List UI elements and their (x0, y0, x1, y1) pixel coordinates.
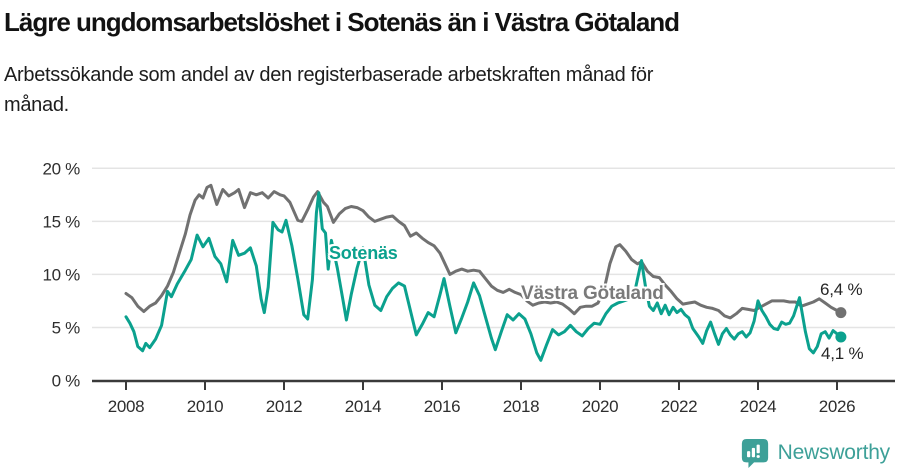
vastra-gotaland-end-dot (835, 307, 847, 319)
y-tick-label: 10 % (42, 265, 80, 284)
brand-name: Newsworthy (777, 441, 891, 464)
x-tick-label: 2008 (108, 397, 145, 416)
x-tick-label: 2026 (819, 397, 856, 416)
y-tick-label: 0 % (52, 372, 81, 391)
sotenas-line (124, 191, 843, 362)
x-tick-label: 2016 (424, 397, 461, 416)
y-tick-label: 5 % (52, 318, 81, 337)
x-tick-label: 2018 (503, 397, 540, 416)
y-tick-label: 15 % (42, 212, 80, 231)
x-tick-label: 2014 (345, 397, 382, 416)
series-label-vastra-gotaland: Västra Götaland (521, 283, 664, 304)
series-label-sotenas: Sotenäs (329, 243, 398, 263)
x-tick-label: 2022 (661, 397, 698, 416)
chart-title: Lägre ungdomsarbetslöshet i Sotenäs än i… (4, 7, 680, 37)
sotenas-end-dot (835, 331, 847, 343)
chart-subtitle: Arbetssökande som andel av den registerb… (4, 64, 654, 116)
end-value-vastra-gotaland: 6,4 % (820, 280, 863, 299)
newsworthy-brand-link[interactable]: Newsworthy (740, 437, 890, 469)
x-tick-label: 2010 (187, 397, 224, 416)
vastra-gotaland-line (124, 183, 843, 320)
y-tick-label: 20 % (42, 159, 80, 178)
newsworthy-logo-icon (741, 438, 768, 468)
x-tick-label: 2024 (740, 397, 777, 416)
end-value-sotenas: 4,1 % (821, 344, 864, 363)
x-tick-label: 2012 (266, 397, 303, 416)
x-tick-label: 2020 (582, 397, 619, 416)
